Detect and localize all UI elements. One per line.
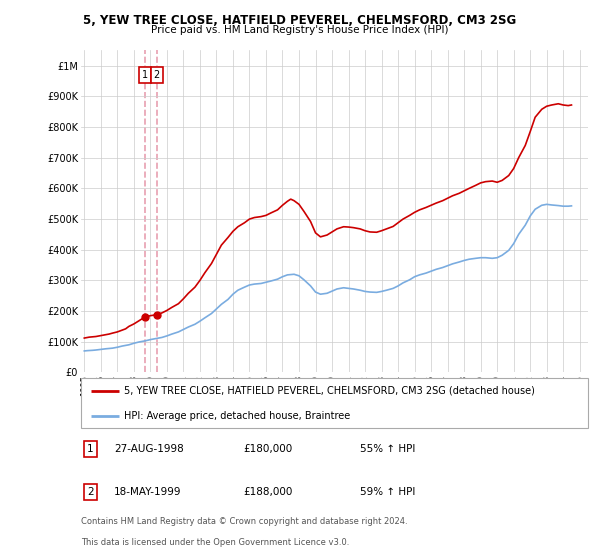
Text: 18-MAY-1999: 18-MAY-1999 [114,487,181,497]
Text: 55% ↑ HPI: 55% ↑ HPI [360,444,415,454]
Text: This data is licensed under the Open Government Licence v3.0.: This data is licensed under the Open Gov… [81,538,349,547]
Text: Price paid vs. HM Land Registry's House Price Index (HPI): Price paid vs. HM Land Registry's House … [151,25,449,35]
FancyBboxPatch shape [81,378,588,428]
Text: 1: 1 [142,70,148,80]
Text: 27-AUG-1998: 27-AUG-1998 [114,444,184,454]
Text: Contains HM Land Registry data © Crown copyright and database right 2024.: Contains HM Land Registry data © Crown c… [81,517,407,526]
Text: HPI: Average price, detached house, Braintree: HPI: Average price, detached house, Brai… [124,411,350,421]
Text: 2: 2 [87,487,94,497]
Text: 59% ↑ HPI: 59% ↑ HPI [360,487,415,497]
Text: 2: 2 [154,70,160,80]
Text: £188,000: £188,000 [243,487,293,497]
Text: 5, YEW TREE CLOSE, HATFIELD PEVEREL, CHELMSFORD, CM3 2SG: 5, YEW TREE CLOSE, HATFIELD PEVEREL, CHE… [83,14,517,27]
Text: 1: 1 [87,444,94,454]
Text: £180,000: £180,000 [243,444,292,454]
Text: 5, YEW TREE CLOSE, HATFIELD PEVEREL, CHELMSFORD, CM3 2SG (detached house): 5, YEW TREE CLOSE, HATFIELD PEVEREL, CHE… [124,386,535,395]
